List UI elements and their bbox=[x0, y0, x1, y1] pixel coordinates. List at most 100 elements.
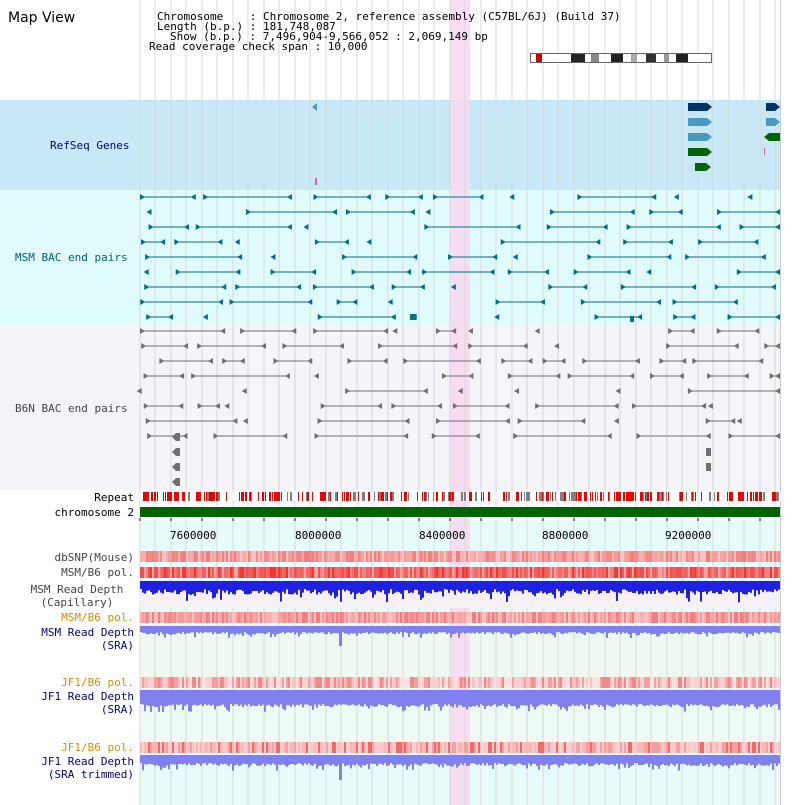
track-label-msm-b6-pol[interactable]: MSM/B6 pol. bbox=[61, 566, 134, 579]
jf1-b6-pol-mark bbox=[354, 742, 356, 753]
jf1-b6-pol-mark bbox=[204, 677, 206, 688]
repeat-mark bbox=[275, 492, 277, 501]
jf1-b6-pol-mark bbox=[752, 677, 754, 688]
msm-b6-pol-mark bbox=[158, 612, 160, 623]
repeat-mark bbox=[363, 492, 365, 501]
msm-b6-pol-mark bbox=[206, 567, 208, 578]
b6n-bac-pair-end bbox=[636, 433, 642, 439]
jf1-depth-sra-bar bbox=[506, 690, 508, 708]
chromosome-ideogram[interactable] bbox=[530, 53, 712, 63]
jf1-depth-sra-bar bbox=[340, 690, 342, 705]
jf1-b6-pol-mark bbox=[584, 677, 586, 688]
dbsnp-mark bbox=[774, 551, 776, 562]
track-label-b6n-bac[interactable]: B6N BAC end pairs bbox=[15, 402, 128, 415]
jf1-b6-pol-mark bbox=[292, 677, 294, 688]
jf1-b6-pol-mark bbox=[434, 742, 436, 753]
b6n-bac-pair-end bbox=[436, 418, 442, 424]
msm-b6-pol-mark bbox=[426, 567, 428, 578]
ideogram-band bbox=[664, 54, 669, 62]
jf1-depth-sra-bar bbox=[142, 690, 144, 705]
msm-depth-capillary-bar bbox=[354, 581, 356, 600]
repeat-mark bbox=[755, 492, 757, 501]
jf1-b6-pol-mark bbox=[604, 677, 606, 688]
msm-b6-pol-mark bbox=[766, 567, 768, 578]
jf1-depth-trimmed-bar bbox=[452, 755, 454, 767]
msm-b6-pol-mark bbox=[736, 612, 738, 623]
jf1-b6-pol-mark bbox=[432, 742, 434, 753]
jf1-depth-sra-bar bbox=[584, 690, 586, 709]
msm-b6-pol-mark bbox=[414, 612, 416, 623]
repeat-mark bbox=[576, 492, 577, 501]
jf1-b6-pol-mark bbox=[606, 742, 608, 753]
msm-b6-pol-mark bbox=[586, 612, 588, 623]
jf1-b6-pol-mark bbox=[350, 742, 352, 753]
msm-depth-capillary-bar bbox=[220, 581, 222, 600]
msm-b6-pol-mark bbox=[662, 567, 664, 578]
jf1-b6-pol-mark bbox=[428, 677, 430, 688]
msm-depth-capillary-bar bbox=[678, 581, 680, 592]
jf1-depth-sra-bar bbox=[688, 690, 690, 707]
dbsnp-mark bbox=[722, 551, 724, 562]
jf1-depth-trimmed-bar bbox=[430, 755, 432, 764]
msm-depth-sra-bar bbox=[250, 626, 252, 637]
jf1-depth-trimmed-bar bbox=[508, 755, 510, 764]
msm-depth-capillary-bar bbox=[764, 581, 766, 591]
msm-b6-pol-mark bbox=[692, 612, 694, 623]
track-label-repeat[interactable]: Repeat bbox=[94, 491, 134, 504]
track-label-refseq[interactable]: RefSeq Genes bbox=[50, 139, 130, 152]
dbsnp-mark bbox=[262, 551, 264, 562]
msm-b6-pol-mark bbox=[368, 612, 370, 623]
jf1-depth-trimmed-bar bbox=[604, 755, 606, 765]
msm-b6-pol-mark bbox=[182, 567, 184, 578]
track-label-jf1-depth-sra[interactable]: JF1 Read Depth (SRA) bbox=[41, 690, 134, 716]
msm-b6-pol-mark bbox=[172, 567, 174, 578]
track-label-msm-bac[interactable]: MSM BAC end pairs bbox=[15, 251, 128, 264]
track-label-msm-b6-pol-2[interactable]: MSM/B6 pol. bbox=[61, 611, 134, 624]
repeat-mark bbox=[167, 492, 168, 501]
msm-depth-sra-bar bbox=[628, 626, 630, 635]
jf1-b6-pol-mark bbox=[552, 742, 554, 753]
track-label-jf1-b6-pol-2[interactable]: JF1/B6 pol. bbox=[61, 741, 134, 754]
dbsnp-mark bbox=[432, 551, 434, 562]
b6n-bac-pair-end bbox=[141, 343, 147, 349]
jf1-depth-trimmed-bar bbox=[264, 755, 266, 767]
msm-depth-sra-bar bbox=[740, 626, 742, 634]
jf1-depth-sra-bar bbox=[538, 690, 540, 706]
msm-b6-pol-mark bbox=[684, 612, 686, 623]
track-label-msm-depth-capillary[interactable]: MSM Read Depth (Capillary) bbox=[30, 583, 124, 609]
msm-depth-sra-bar bbox=[234, 626, 236, 636]
dbsnp-mark bbox=[778, 551, 780, 562]
repeat-mark bbox=[306, 492, 307, 501]
dbsnp-mark bbox=[210, 551, 212, 562]
msm-depth-sra-bar bbox=[576, 626, 578, 634]
track-label-jf1-depth-trimmed[interactable]: JF1 Read Depth (SRA trimmed) bbox=[41, 755, 134, 781]
b6n-bac-pair-end bbox=[345, 388, 351, 394]
jf1-depth-trimmed-bar bbox=[436, 755, 438, 765]
msm-depth-sra-bar bbox=[218, 626, 220, 634]
jf1-b6-pol-mark bbox=[648, 742, 650, 753]
track-label-dbsnp[interactable]: dbSNP(Mouse) bbox=[54, 551, 134, 564]
msm-b6-pol-mark bbox=[776, 567, 778, 578]
msm-b6-pol-mark bbox=[376, 612, 378, 623]
track-label-msm-depth-sra[interactable]: MSM Read Depth (SRA) bbox=[41, 626, 134, 652]
msm-b6-pol-mark bbox=[360, 612, 362, 623]
jf1-depth-sra-bar bbox=[770, 690, 772, 708]
jf1-b6-pol-mark bbox=[416, 742, 418, 753]
msm-b6-pol-mark bbox=[538, 567, 540, 578]
repeat-mark bbox=[621, 492, 624, 501]
repeat-mark bbox=[666, 492, 667, 501]
msm-depth-capillary-bar bbox=[340, 581, 342, 602]
msm-depth-capillary-bar bbox=[306, 581, 308, 591]
jf1-depth-sra-bar bbox=[516, 690, 518, 710]
msm-b6-pol-mark bbox=[394, 612, 396, 623]
dbsnp-mark bbox=[426, 551, 428, 562]
msm-b6-pol-mark bbox=[462, 612, 464, 623]
dbsnp-mark bbox=[558, 551, 560, 562]
dbsnp-mark bbox=[192, 551, 194, 562]
msm-b6-pol-mark bbox=[404, 612, 406, 623]
msm-b6-pol-mark bbox=[230, 567, 232, 578]
msm-b6-pol-mark bbox=[434, 612, 436, 623]
track-label-jf1-b6-pol[interactable]: JF1/B6 pol. bbox=[61, 676, 134, 689]
msm-depth-sra-bar bbox=[382, 626, 384, 634]
